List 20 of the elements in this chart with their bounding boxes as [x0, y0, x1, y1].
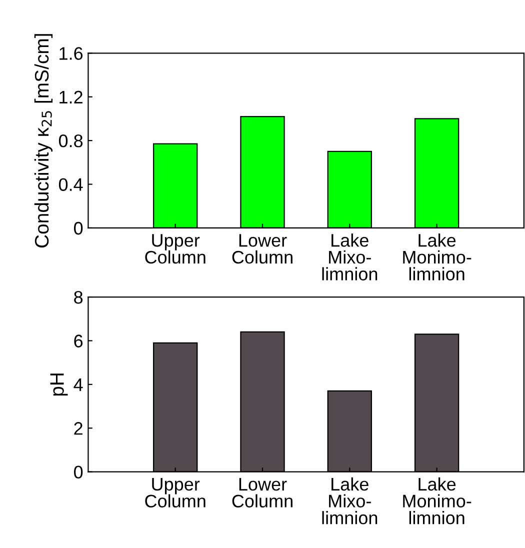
- y-tick-label: 0: [74, 222, 83, 235]
- x-tick-label: Lower Column: [232, 478, 292, 508]
- y-tick-label: 1.6: [60, 47, 83, 60]
- y-tick-label: 1.2: [60, 90, 82, 104]
- x-tick-label: Lake Mixo- limnion: [322, 234, 378, 280]
- y-tick-label: 4: [74, 378, 83, 391]
- y-tick-label: 2: [74, 422, 82, 435]
- y-tick-label: 8: [74, 290, 83, 304]
- y-tick-label: 0.8: [58, 134, 83, 148]
- x-tick-label: Lake Monimo- limnion: [403, 477, 472, 524]
- y-axis-title: pH: [50, 374, 68, 396]
- y-tick-label: 6: [74, 334, 83, 348]
- x-tick-label: Lake Monimo- limnion: [403, 234, 472, 280]
- x-tick-label: Lower Column: [232, 234, 292, 264]
- y-tick-label: 0.4: [58, 178, 83, 191]
- x-tick-label: Upper Column: [145, 234, 206, 264]
- y-tick-label: 0: [74, 466, 83, 479]
- x-tick-label: Upper Column: [145, 478, 206, 508]
- y-axis-title: Conductivity κ$_{25}$ [mS/cm]: [34, 34, 53, 248]
- x-tick-label: Lake Mixo- limnion: [322, 477, 378, 524]
